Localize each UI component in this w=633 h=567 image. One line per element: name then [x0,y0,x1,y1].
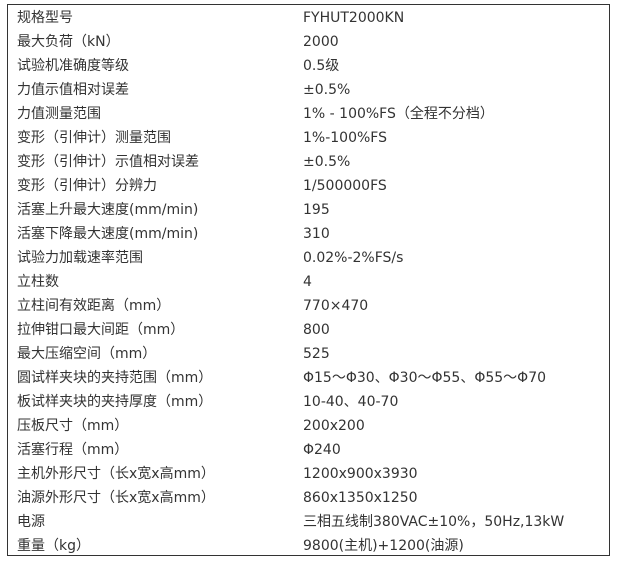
spec-name: 活塞行程（mm） [17,442,129,458]
table-row: 规格型号 FYHUT2000KN [8,6,609,30]
table-row: 力值测量范围 1% - 100%FS（全程不分档） [8,102,609,126]
table-row: 力值示值相对误差 ±0.5% [8,78,609,102]
spec-value: 310 [303,226,330,242]
table-row: 活塞行程（mm） Φ240 [8,438,609,462]
spec-value: 三相五线制380VAC±10%，50Hz,13kW [303,514,565,530]
spec-name: 油源外形尺寸（长x宽x高mm） [17,490,215,506]
spec-name: 力值测量范围 [17,106,101,122]
spec-value: 9800(主机)+1200(油源) [303,538,464,554]
spec-table: 规格型号 FYHUT2000KN 最大负荷（kN） 2000 试验机准确度等级 0.5级力… [7,4,610,556]
table-row: 试验机准确度等级 0.5级 [8,54,609,78]
spec-name: 立柱间有效距离（mm） [17,298,171,314]
table-row: 压板尺寸（mm） 200x200 [8,414,609,438]
table-row: 拉伸钳口最大间距（mm） 800 [8,318,609,342]
spec-name: 变形（引伸计）分辨力 [17,178,157,194]
spec-name: 主机外形尺寸（长x宽x高mm） [17,466,215,482]
spec-name: 压板尺寸（mm） [17,418,129,434]
spec-value: 4 [303,274,312,290]
spec-value: 2000 [303,34,339,50]
spec-name: 规格型号 [17,10,73,26]
table-row: 最大压缩空间（mm） 525 [8,342,609,366]
table-row: 活塞上升最大速度(mm/min) 195 [8,198,609,222]
spec-value: 1/500000FS [303,178,387,194]
spec-name: 力值示值相对误差 [17,82,129,98]
spec-value: 0.02%-2%FS/s [303,250,404,266]
spec-value: 770×470 [303,298,369,314]
table-row: 变形（引伸计）测量范围 1%-100%FS [8,126,609,150]
table-row: 主机外形尺寸（长x宽x高mm） 1200x900x3930 [8,462,609,486]
spec-value: 860x1350x1250 [303,490,418,506]
spec-value: 10-40、40-70 [303,394,399,410]
table-row: 重量（kg） 9800(主机)+1200(油源) [8,534,609,558]
spec-name: 最大压缩空间（mm） [17,346,157,362]
spec-value: Φ240 [303,442,341,458]
table-row: 立柱间有效距离（mm） 770×470 [8,294,609,318]
spec-name: 变形（引伸计）示值相对误差 [17,154,199,170]
spec-name: 变形（引伸计）测量范围 [17,130,171,146]
spec-name: 最大负荷（kN） [17,34,120,50]
spec-value: ±0.5% [303,82,351,98]
spec-value: Φ15～Φ30、Φ30～Φ55、Φ55～Φ70 [303,370,547,386]
table-row: 立柱数 4 [8,270,609,294]
spec-value: FYHUT2000KN [303,10,405,26]
spec-name: 拉伸钳口最大间距（mm） [17,322,185,338]
table-row: 试验力加载速率范围 0.02%-2%FS/s [8,246,609,270]
table-row: 活塞下降最大速度(mm/min) 310 [8,222,609,246]
spec-value: 525 [303,346,330,362]
table-row: 油源外形尺寸（长x宽x高mm） 860x1350x1250 [8,486,609,510]
spec-name: 试验机准确度等级 [17,58,129,74]
spec-name: 板试样夹块的夹持厚度（mm） [17,394,213,410]
spec-name: 活塞下降最大速度(mm/min) [17,226,199,242]
spec-name: 立柱数 [17,274,59,290]
spec-value: 200x200 [303,418,365,434]
spec-value: 1% - 100%FS（全程不分档） [303,106,494,122]
spec-name: 电源 [17,514,45,530]
spec-value: 0.5级 [303,58,340,74]
spec-name: 活塞上升最大速度(mm/min) [17,202,199,218]
table-row: 圆试样夹块的夹持范围（mm） Φ15～Φ30、Φ30～Φ55、Φ55～Φ70 [8,366,609,390]
table-row: 电源 三相五线制380VAC±10%，50Hz,13kW [8,510,609,534]
spec-value: 1200x900x3930 [303,466,418,482]
spec-value: 195 [303,202,330,218]
spec-value: 1%-100%FS [303,130,387,146]
table-row: 变形（引伸计）示值相对误差 ±0.5% [8,150,609,174]
spec-value: ±0.5% [303,154,351,170]
spec-name: 试验力加载速率范围 [17,250,143,266]
table-row: 变形（引伸计）分辨力 1/500000FS [8,174,609,198]
table-row: 板试样夹块的夹持厚度（mm） 10-40、40-70 [8,390,609,414]
spec-value: 800 [303,322,330,338]
table-row: 最大负荷（kN） 2000 [8,30,609,54]
spec-name: 圆试样夹块的夹持范围（mm） [17,370,213,386]
spec-name: 重量（kg） [17,538,90,554]
